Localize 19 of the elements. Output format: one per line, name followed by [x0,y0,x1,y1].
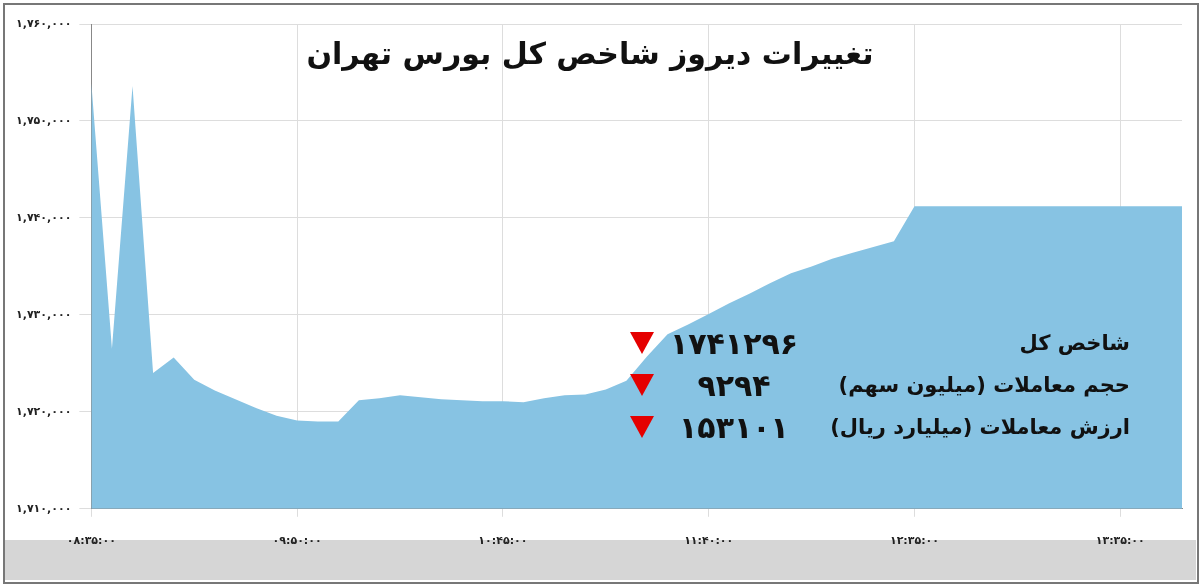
y-tick-label: ۱,۷۴۰,۰۰۰ [16,210,72,224]
x-tick-label: ۰۸:۳۵:۰۰ [66,534,116,548]
x-tick-label: ۱۱:۴۰:۰۰ [684,534,734,548]
y-tick-label: ۱,۷۲۰,۰۰۰ [16,404,72,418]
annotation: شاخص کل [1018,331,1130,355]
annotation: ۱۷۴۱۲۹۶ [668,325,800,361]
annotation: ۱۵۳۱۰۱ [678,409,790,445]
x-tick-label: ۱۰:۴۵:۰۰ [478,534,528,548]
y-tick-label: ۱,۷۵۰,۰۰۰ [16,113,72,127]
annotation: حجم معاملات (میلیون سهم) [837,373,1130,397]
chart-title: تغییرات دیروز شاخص کل بورس تهران [305,36,875,71]
y-tick-label: ۱,۷۳۰,۰۰۰ [16,307,72,321]
x-tick-label: ۱۳:۳۵:۰۰ [1095,534,1145,548]
y-tick-label: ۱,۷۶۰,۰۰۰ [16,16,72,30]
x-tick-label: ۱۲:۳۵:۰۰ [889,534,940,548]
x-tick-label: ۰۹:۵۰:۰۰ [272,534,322,548]
annotation: ۹۲۹۴ [696,367,772,403]
annotation: ارزش معاملات (میلیارد ریال) [829,415,1130,439]
y-tick-label: ۱,۷۱۰,۰۰۰ [16,501,72,515]
